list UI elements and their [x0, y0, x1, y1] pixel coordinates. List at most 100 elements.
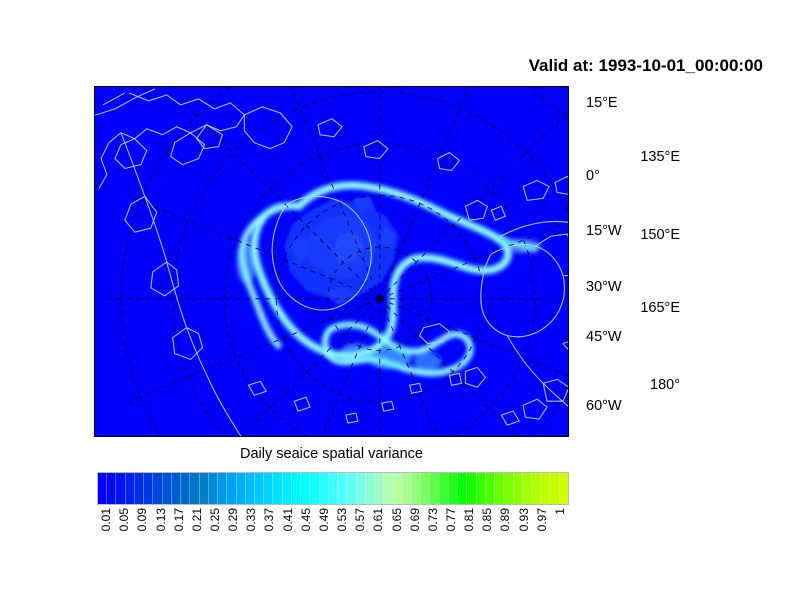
colorbar-cell: [253, 473, 264, 504]
colorbar-cell: [549, 473, 559, 504]
axis-label-left: 165°E: [640, 300, 680, 316]
axis-label-left: 180°: [650, 377, 680, 393]
colorbar-tick-label: 0.41: [280, 508, 295, 532]
axis-label-left: 135°E: [640, 149, 680, 165]
colorbar-tick-label: 0.61: [371, 508, 386, 532]
colorbar-cell: [540, 473, 550, 504]
axis-label-right: 0°: [586, 168, 600, 184]
axis-tick-right: [568, 338, 569, 340]
colorbar-cell: [494, 473, 504, 504]
colorbar-tick-label: 0.29: [226, 508, 241, 532]
colorbar-cell: [512, 473, 522, 504]
colorbar-cell: [392, 473, 402, 504]
axis-label-right: 60°W: [586, 398, 622, 414]
colorbar-cell: [383, 473, 393, 504]
pack-ice-interior: [284, 196, 399, 306]
colorbar-tick-label: 0.01: [99, 508, 114, 532]
colorbar-cell: [281, 473, 291, 504]
colorbar-tick-label: 0.17: [171, 508, 186, 532]
colorbar-tick-label: 0.49: [316, 508, 331, 532]
colorbar-cell: [503, 473, 513, 504]
colorbar-cell: [475, 473, 485, 504]
colorbar-cell: [290, 473, 301, 504]
axis-tick-right: [568, 177, 569, 179]
colorbar-cell: [401, 473, 411, 504]
colorbar-tick-label: 0.73: [425, 508, 440, 532]
colorbar-tick-label: 0.77: [444, 508, 458, 532]
colorbar-tick-label: 0.57: [353, 508, 368, 532]
page-title: Valid at: 1993-10-01_00:00:00: [528, 56, 763, 75]
colorbar-cell: [429, 473, 439, 504]
colorbar-tick-label: 0.69: [407, 508, 422, 532]
ice-edge-ring: [250, 181, 512, 360]
colorbar-cell: [447, 473, 458, 504]
colorbar[interactable]: [97, 472, 569, 505]
colorbar-cell: [420, 473, 430, 504]
colorbar-tick-label: 1: [552, 508, 567, 515]
colorbar-cell: [327, 473, 338, 504]
colorbar-tick-label: 0.53: [335, 508, 350, 532]
colorbar-cell: [484, 473, 495, 504]
colorbar-cell: [106, 473, 116, 504]
colorbar-cell: [244, 473, 254, 504]
colorbar-cell: [170, 473, 181, 504]
colorbar-cell: [410, 473, 421, 504]
polar-stereographic-map: [95, 87, 568, 436]
colorbar-tick-label: 0.25: [208, 508, 222, 532]
colorbar-cell: [438, 473, 448, 504]
colorbar-cell: [364, 473, 375, 504]
colorbar-cell: [355, 473, 365, 504]
axis-tick-right: [568, 104, 569, 106]
axis-tick-left: [94, 158, 95, 160]
variance-field: [236, 181, 542, 377]
axis-tick-left: [94, 309, 95, 311]
colorbar-cell: [133, 473, 144, 504]
colorbar-tick-label: 0.05: [117, 508, 132, 532]
colorbar-cell: [531, 473, 541, 504]
colorbar-cell: [521, 473, 532, 504]
colorbar-cell: [374, 473, 384, 504]
colorbar-tick-label: 0.81: [462, 508, 477, 532]
colorbar-cell: [457, 473, 467, 504]
colorbar-cell: [235, 473, 245, 504]
colorbar-cell: [152, 473, 162, 504]
colorbar-tick-label: 0.13: [153, 508, 168, 532]
colorbar-tick-label: 0.85: [480, 508, 495, 532]
colorbar-cell: [466, 473, 476, 504]
colorbar-cell: [161, 473, 171, 504]
colorbar-cell: [189, 473, 199, 504]
colorbar-tick-labels: 0.01 0.05 0.09 0.13 0.17 0.21 0.25 0.29 0.33 0.37…: [97, 508, 569, 568]
colorbar-cell: [309, 473, 319, 504]
colorbar-cell: [272, 473, 282, 504]
colorbar-tick-label: 0.33: [244, 508, 259, 532]
colorbar-cell: [115, 473, 125, 504]
axis-label-right: 45°W: [586, 329, 622, 345]
colorbar-tick-label: 0.45: [298, 508, 313, 532]
colorbar-cell: [198, 473, 208, 504]
colorbar-tick-label: 0.09: [135, 508, 150, 532]
colorbar-cell: [143, 473, 153, 504]
colorbar-cell: [180, 473, 190, 504]
ice-edge-eastern-arm: [496, 235, 542, 254]
axis-label-right: 15°W: [586, 223, 622, 239]
axis-tick-right: [568, 407, 569, 409]
axis-tick-right: [568, 232, 569, 234]
colorbar-cell: [217, 473, 227, 504]
colorbar-cell: [263, 473, 273, 504]
axis-label-right: 30°W: [586, 279, 622, 295]
colorbar-tick-label: 0.65: [389, 508, 404, 532]
colorbar-cell: [98, 473, 107, 504]
colorbar-tick-label: 0.21: [189, 508, 204, 532]
ice-edge-western-arm: [236, 215, 283, 350]
axis-tick-left: [94, 386, 95, 388]
colorbar-cell: [558, 473, 568, 504]
colorbar-cell: [318, 473, 328, 504]
colorbar-tick-label: 0.93: [516, 508, 531, 532]
axis-label-left: 150°E: [640, 227, 680, 243]
map-plot-area[interactable]: [94, 86, 569, 437]
axis-tick-right: [568, 288, 569, 290]
ice-edge-southern-lobe: [321, 321, 474, 377]
colorbar-tick-label: 0.89: [498, 508, 513, 532]
colorbar-tick-label: 0.97: [534, 508, 549, 532]
